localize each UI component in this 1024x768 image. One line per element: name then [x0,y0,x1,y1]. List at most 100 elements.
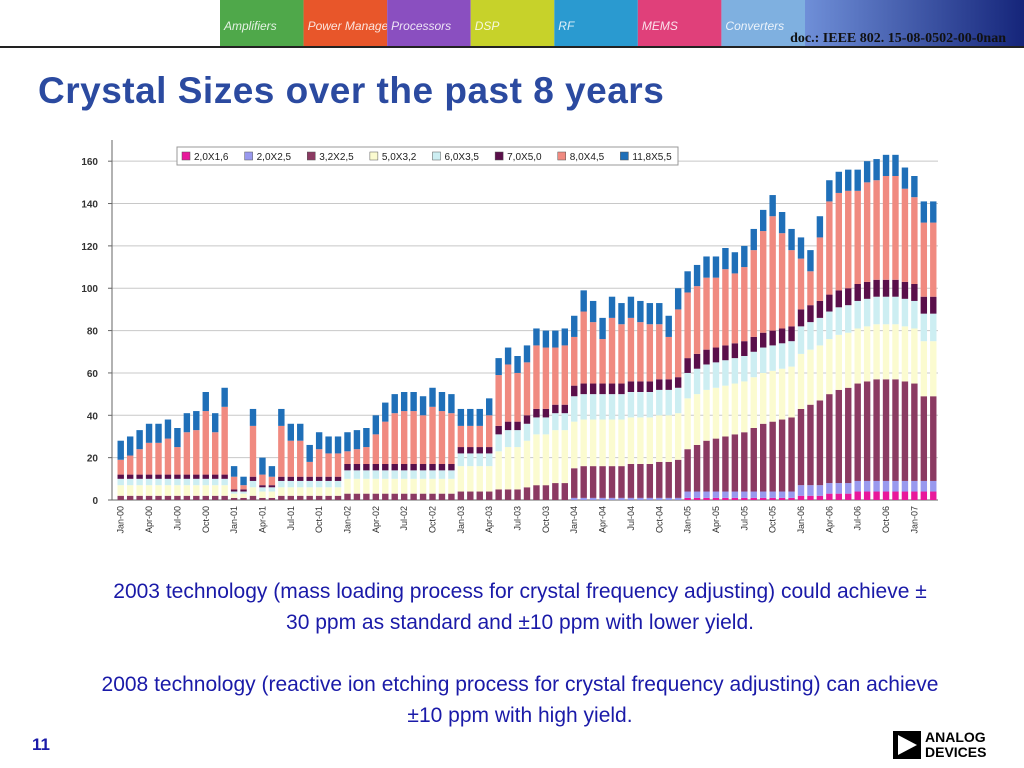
bar-segment [599,317,606,340]
bar-segment [136,474,143,479]
bar-segment [448,394,455,414]
bar-segment [608,466,616,498]
bar-segment [930,480,937,492]
bar-segment [703,491,710,498]
bar-segment [117,440,124,460]
bar-segment [400,470,408,479]
bar-segment [504,489,512,500]
y-tick-label: 160 [81,157,98,168]
bar-segment [571,396,578,422]
bar-segment [882,379,890,481]
bar-segment [656,303,663,325]
header-tile [387,0,471,46]
bar-segment [589,300,597,323]
bar-segment [504,421,512,431]
bar-segment [835,290,842,308]
bar-segment [665,336,672,380]
bar-segment [618,419,625,467]
bar-segment [911,328,918,384]
bar-segment [882,279,890,297]
bar-segment [580,290,587,312]
bar-segment [174,478,181,486]
bar-segment [438,478,446,494]
bar-segment [325,453,332,477]
bar-segment [533,345,540,409]
bar-segment [145,495,153,500]
bar-segment [183,432,191,475]
bar-segment [731,343,739,359]
bar-segment [533,417,540,435]
bar-segment [174,495,181,500]
bar-segment [674,413,682,460]
bar-segment [523,415,531,424]
bar-segment [230,466,238,477]
bar-segment [268,491,276,498]
legend-label: 8,0X4,5 [570,152,605,163]
bar-segment [703,497,710,500]
bar-segment [382,421,389,464]
bar-segment [731,358,739,384]
bar-segment [618,383,625,395]
x-tick-label: Apr-05 [711,506,721,533]
bar-segment [835,389,842,484]
bar-segment [467,491,474,500]
bar-segment [287,487,294,496]
bar-segment [419,396,427,416]
bar-segment [542,408,550,418]
note: 2008 technology (reactive ion etching pr… [101,673,939,727]
bar-segment [353,470,361,479]
bar-segment [901,326,909,382]
bar-segment [826,294,833,312]
bar-segment [835,334,842,390]
bar-segment [438,392,446,412]
x-tick-label: Jan-00 [116,506,126,534]
bar-segment [561,404,568,414]
bar-segment [845,169,852,191]
logo-text: ANALOG [925,729,986,745]
bar-segment [571,315,578,337]
bar-segment [126,485,134,496]
bar-segment [372,434,380,464]
bar-segment [382,402,389,422]
bar-segment [268,487,276,492]
legend-label: 2,0X1,6 [194,152,229,163]
bar-segment [845,190,852,289]
bar-segment [372,493,380,500]
bar-segment [212,478,219,486]
bar-segment [400,478,408,494]
bar-segment [334,436,342,454]
x-tick-label: Oct-00 [201,506,211,533]
bar-segment [665,379,672,390]
bar-segment [627,317,635,382]
bar-segment [495,489,502,500]
bar-segment [741,245,748,268]
bar-segment [731,497,739,500]
bar-segment [920,313,928,342]
bar-segment [930,491,937,500]
bar-segment [571,336,578,386]
bar-segment [778,491,786,498]
bar-segment [486,453,493,467]
bar-segment [136,478,143,486]
header-band [805,0,1024,46]
bar-segment [911,480,918,492]
bar-segment [202,474,209,479]
bar-segment [249,408,257,426]
bar-segment [882,176,890,280]
bar-segment [259,497,266,500]
bar-segment [193,485,200,496]
bar-segment [637,322,644,382]
x-tick-label: Jan-02 [342,506,352,534]
bar-segment [589,383,597,395]
bar-segment [457,447,465,454]
bar-segment [259,474,266,486]
bar-segment [911,197,918,284]
bar-segment [240,476,247,486]
bar-segment [278,476,285,481]
legend-label: 5,0X3,2 [382,152,417,163]
bar-segment [297,480,304,488]
bar-segment [816,300,824,318]
bar-segment [202,411,209,475]
bar-segment [901,381,909,481]
